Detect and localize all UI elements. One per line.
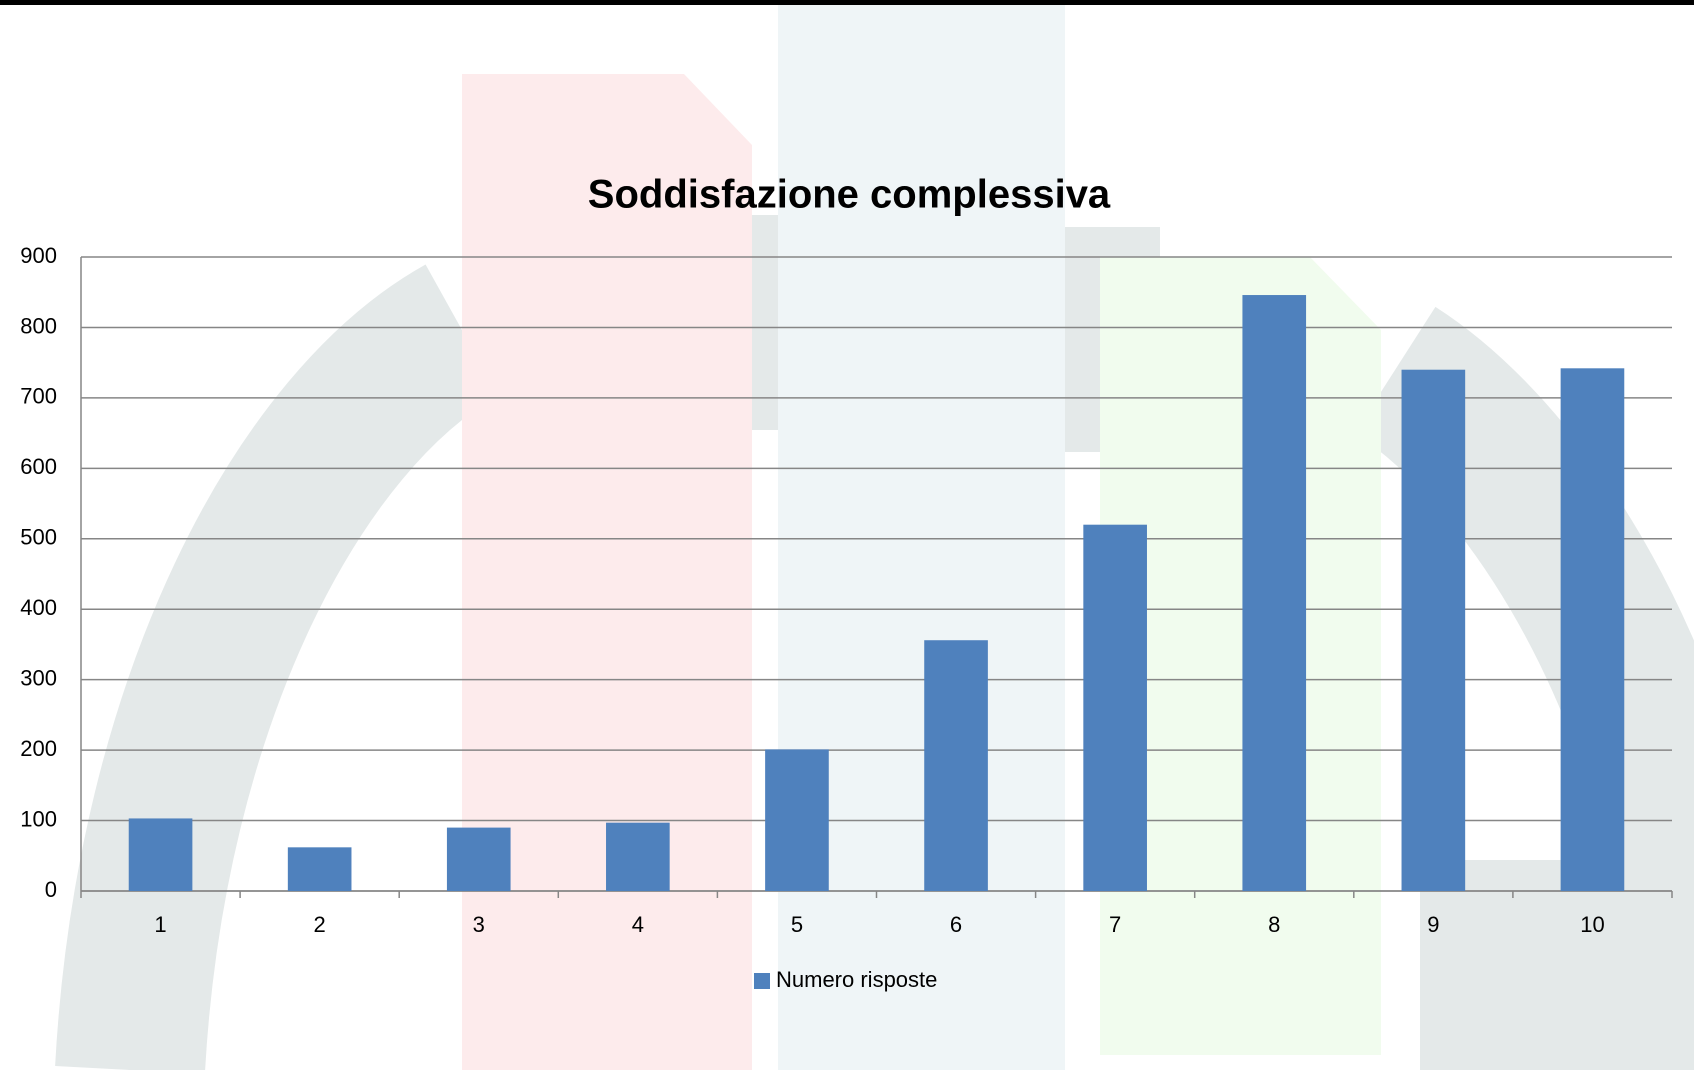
x-tick-label: 9 bbox=[1427, 912, 1439, 937]
bar bbox=[924, 640, 988, 891]
gray-block bbox=[752, 215, 780, 430]
bar bbox=[1083, 524, 1147, 891]
green-band bbox=[1100, 257, 1381, 1055]
x-tick-label: 4 bbox=[632, 912, 644, 937]
bar bbox=[606, 822, 670, 891]
x-tick-label: 8 bbox=[1268, 912, 1280, 937]
x-tick-label: 5 bbox=[791, 912, 803, 937]
legend-label: Numero risposte bbox=[776, 967, 937, 992]
legend-swatch bbox=[754, 973, 770, 989]
chart-title: Soddisfazione complessiva bbox=[588, 173, 1111, 217]
bar bbox=[1401, 369, 1466, 891]
gray-arc-left bbox=[55, 264, 500, 1070]
y-tick-label: 600 bbox=[20, 454, 57, 479]
y-tick-label: 700 bbox=[20, 384, 57, 409]
x-tick-label: 3 bbox=[473, 912, 485, 937]
x-tick-label: 7 bbox=[1109, 912, 1121, 937]
pink-band bbox=[462, 74, 752, 1070]
x-tick-label: 2 bbox=[314, 912, 326, 937]
y-tick-label: 100 bbox=[20, 806, 57, 831]
bar bbox=[1560, 368, 1625, 891]
x-tick-label: 1 bbox=[154, 912, 166, 937]
y-tick-label: 200 bbox=[20, 736, 57, 761]
top-bar bbox=[0, 0, 1694, 5]
x-tick-label: 10 bbox=[1580, 912, 1604, 937]
gray-block bbox=[1420, 860, 1694, 1070]
bar bbox=[1242, 295, 1307, 891]
y-tick-label: 500 bbox=[20, 525, 57, 550]
bar bbox=[287, 847, 352, 891]
bar bbox=[446, 827, 511, 891]
blue-band bbox=[778, 5, 1065, 1070]
y-tick-label: 400 bbox=[20, 595, 57, 620]
y-tick-label: 800 bbox=[20, 313, 57, 338]
y-tick-label: 0 bbox=[45, 877, 57, 902]
y-tick-label: 900 bbox=[20, 243, 57, 268]
y-tick-label: 300 bbox=[20, 665, 57, 690]
bar bbox=[765, 749, 829, 891]
x-tick-label: 6 bbox=[950, 912, 962, 937]
bar bbox=[128, 818, 193, 891]
